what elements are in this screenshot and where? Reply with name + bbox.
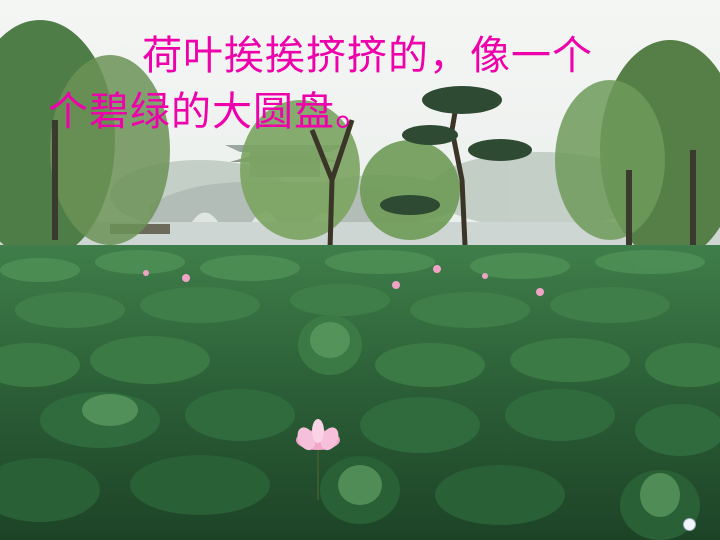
lotus-leaves [0,250,720,540]
right-willow [555,40,720,260]
lotus-flower-large [296,419,340,500]
center-willow [240,100,460,251]
circle-dot-icon[interactable] [683,518,696,531]
left-willow [0,20,170,260]
slide-caption: 荷叶挨挨挤挤的，像一个 个碧绿的大圆盘。 [0,0,720,160]
caption-line-2: 个碧绿的大圆盘。 [48,89,376,135]
caption-line-1: 荷叶挨挨挤挤的，像一个 [142,33,593,79]
lotus-flowers [143,265,544,500]
pine-tree [380,86,532,246]
